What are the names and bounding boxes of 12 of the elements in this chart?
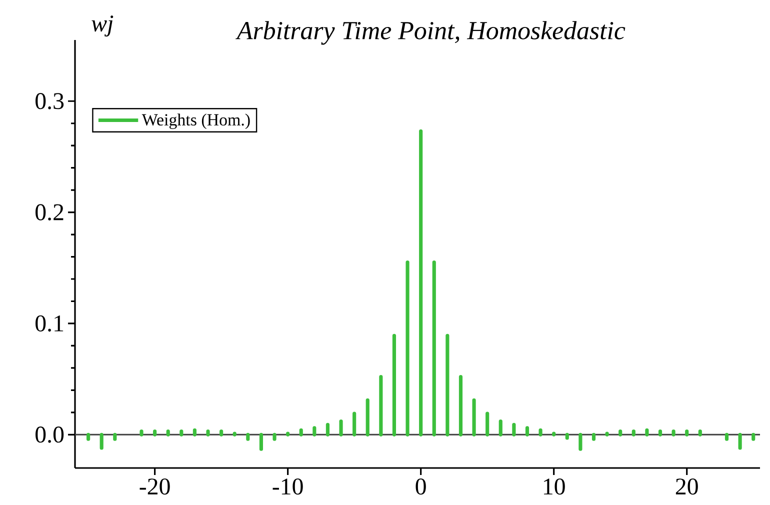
y-tick-label: 0.0: [36, 426, 64, 443]
x-tick-label: 10: [544, 478, 565, 495]
x-tick-label: -20: [140, 478, 170, 495]
y-axis-title: wj: [92, 16, 114, 36]
y-tick-label: 0.3: [36, 93, 64, 110]
chart-title: Arbitrary Time Point, Homoskedastic: [236, 21, 626, 45]
legend-label: Weights (Hom.): [142, 114, 250, 130]
y-tick-label: 0.1: [36, 315, 64, 332]
x-tick-label: 0: [416, 478, 426, 495]
x-tick-label: -10: [272, 478, 303, 495]
x-tick-label: 20: [676, 478, 698, 495]
y-tick-label: 0.2: [36, 204, 64, 220]
